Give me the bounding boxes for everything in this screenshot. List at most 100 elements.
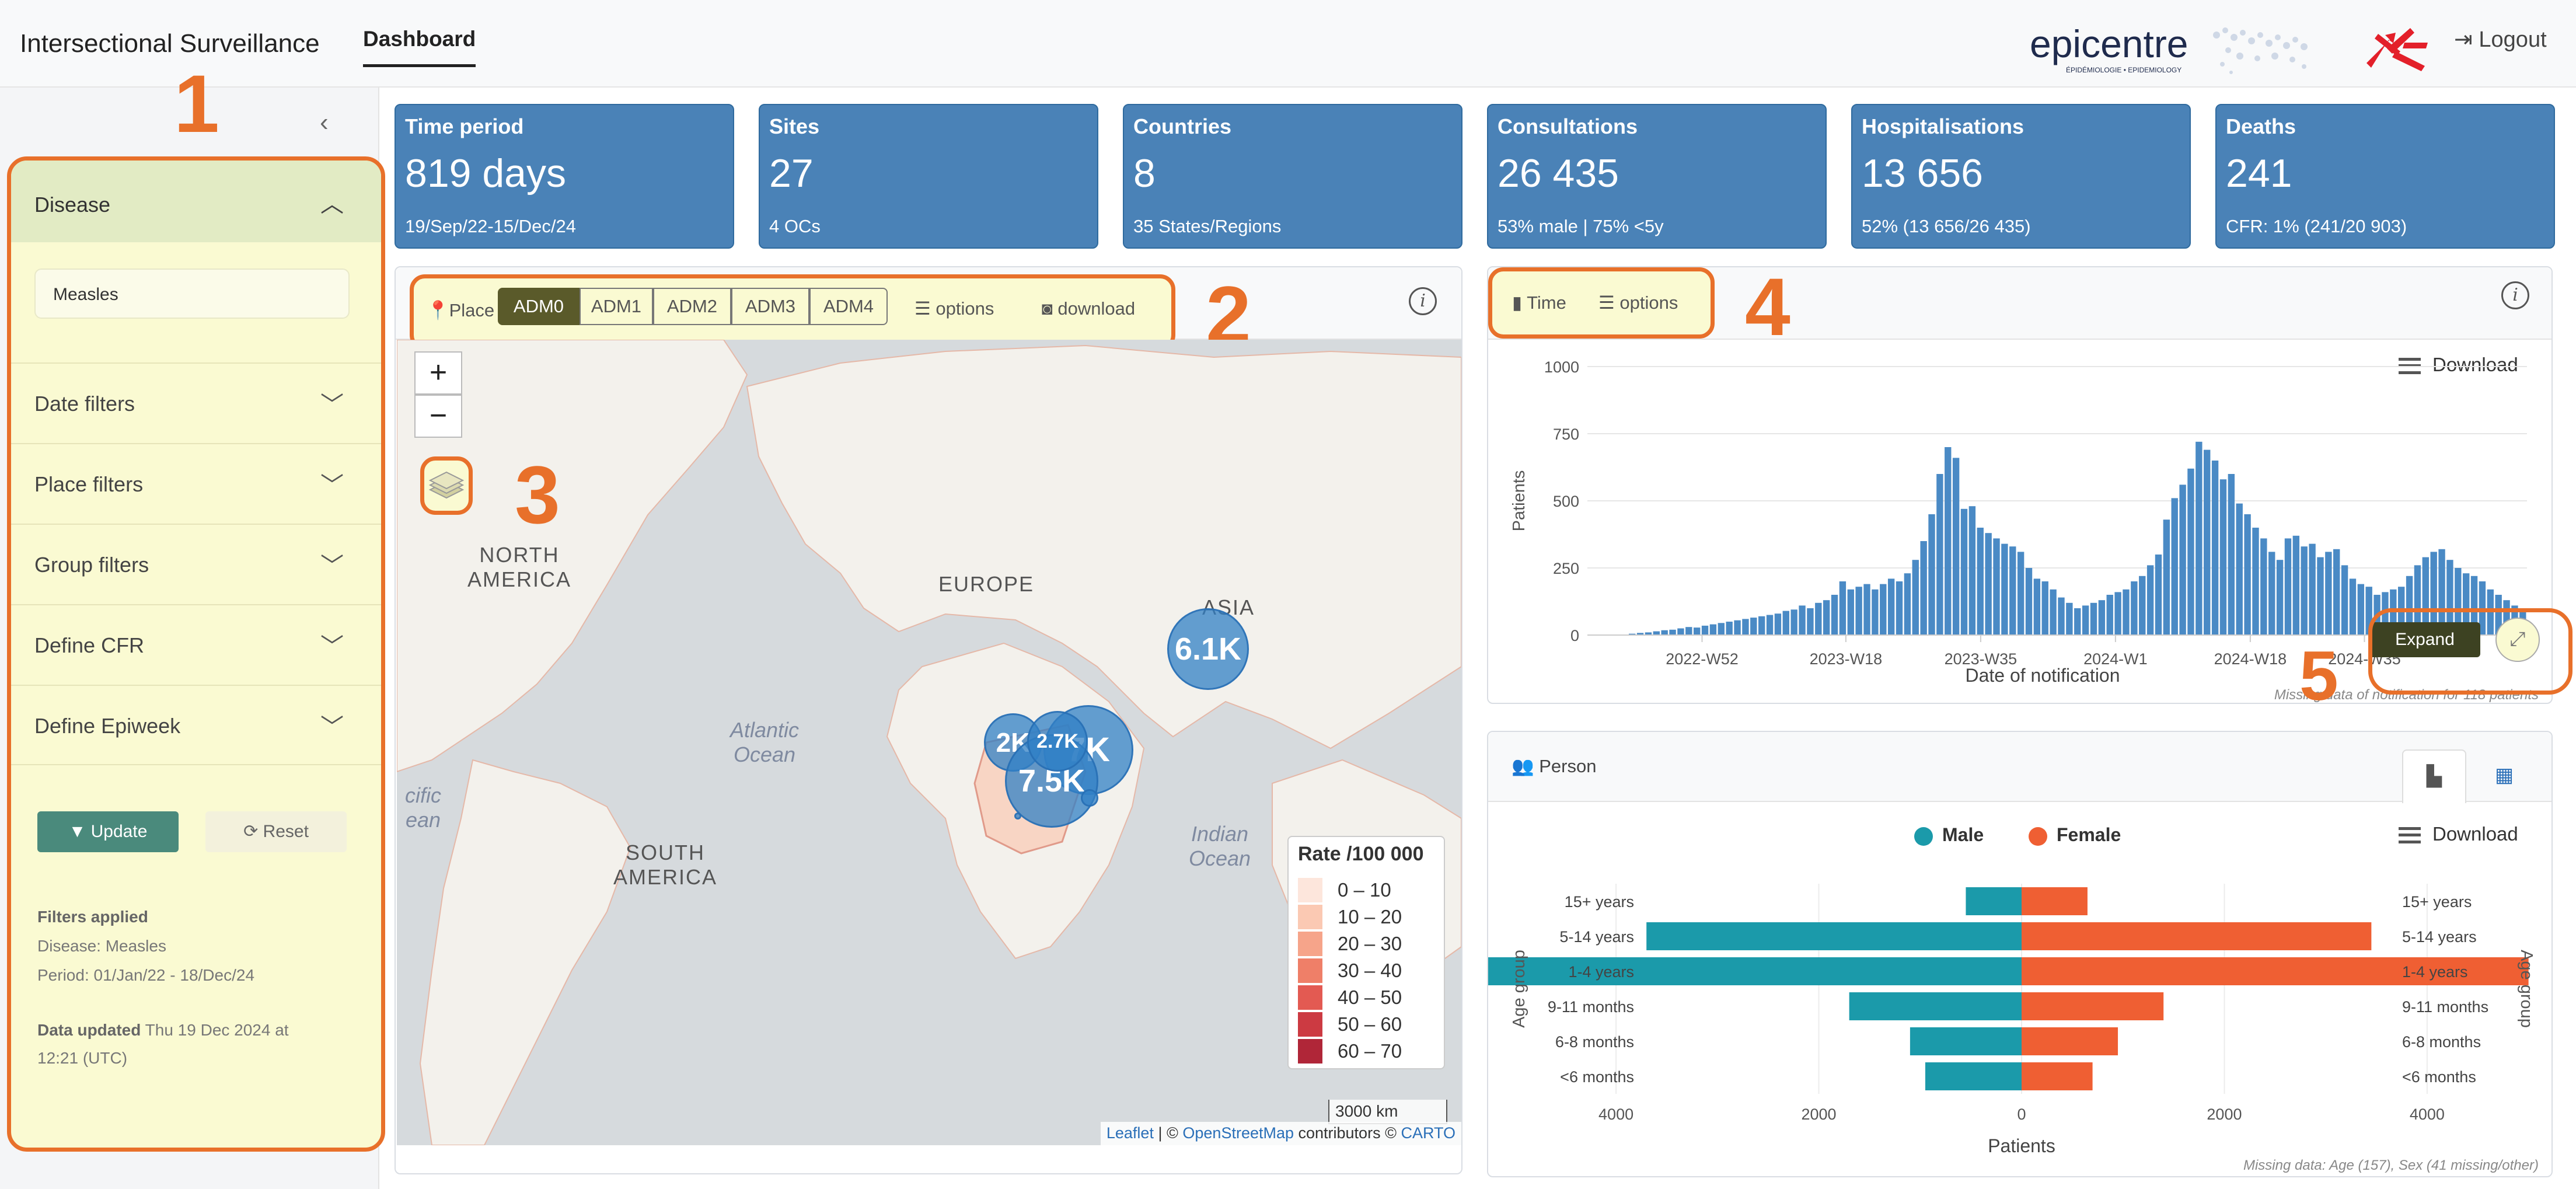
female-bar: [2022, 922, 2372, 950]
x-tick-label: 2023-W35: [1945, 650, 2017, 668]
time-bar: [2276, 560, 2284, 635]
map-bubble-small[interactable]: [1081, 789, 1098, 807]
stat-sub: 35 States/Regions: [1133, 216, 1282, 236]
time-bar: [1872, 589, 1879, 635]
time-bar: [2195, 441, 2202, 635]
person-download-button[interactable]: Download: [2399, 823, 2518, 845]
define-epiweek-accordion[interactable]: Define Epiweek ﹀: [11, 685, 381, 765]
attrib-contrib: contributors ©: [1294, 1124, 1401, 1142]
map-bubble-small[interactable]: [1014, 813, 1021, 820]
time-bar: [1831, 595, 1838, 635]
male-bar: [1488, 957, 2022, 985]
time-bar: [1936, 474, 1943, 635]
filter-icon: ▼: [68, 822, 86, 841]
time-bar: [1807, 608, 1814, 635]
time-bar: [2333, 549, 2340, 635]
level-adm0-button[interactable]: ADM0: [498, 288, 580, 325]
time-options-button[interactable]: ☰ options: [1598, 292, 1678, 313]
time-info-icon[interactable]: i: [2501, 281, 2529, 309]
time-bar: [1912, 560, 1919, 635]
male-bar: [1910, 1027, 2022, 1055]
disease-select[interactable]: Measles: [34, 269, 350, 319]
time-bar: [1790, 609, 1797, 635]
time-bar: [2406, 576, 2413, 635]
table-view-tab[interactable]: ▦: [2472, 749, 2536, 803]
epicentre-logo-text: epicentre: [2030, 22, 2188, 65]
legend-row: 40 – 50: [1298, 983, 1444, 1010]
legend-swatch: [1298, 1039, 1322, 1064]
ocean-label-atlantic: Atlantic Ocean: [729, 718, 800, 766]
stat-value: 8: [1133, 151, 1156, 196]
y-tick-label-right: 1-4 years: [2402, 963, 2468, 981]
level-adm1-button[interactable]: ADM1: [580, 288, 653, 325]
time-bar: [1985, 533, 1992, 635]
time-bar: [1904, 573, 1911, 635]
data-updated-time: 12:21 (UTC): [37, 1049, 128, 1067]
place-toolbar: 📍Place ADM0 ADM1 ADM2 ADM3 ADM4 ☰ option…: [410, 274, 1175, 350]
expand-button[interactable]: ⤢: [2495, 618, 2540, 662]
missing-data-note: Missing data: Age (157), Sex (41 missing…: [2243, 1157, 2539, 1173]
chart-view-tab[interactable]: ▙: [2402, 749, 2466, 803]
zoom-out-button[interactable]: −: [414, 395, 462, 438]
group-filters-accordion[interactable]: Group filters ﹀: [11, 524, 381, 604]
map-bubble[interactable]: 6.1K: [1167, 608, 1249, 690]
time-bar: [2301, 546, 2308, 635]
map-download-button[interactable]: ◙ download: [1042, 298, 1136, 319]
place-filters-accordion[interactable]: Place filters ﹀: [11, 443, 381, 524]
chevron-up-icon: ︿: [320, 191, 344, 217]
map-card: 📍Place ADM0 ADM1 ADM2 ADM3 ADM4 ☰ option…: [395, 266, 1462, 1174]
female-swatch: [2029, 827, 2047, 846]
define-cfr-accordion[interactable]: Define CFR ﹀: [11, 604, 381, 685]
ocean-label-indian: Indian Ocean: [1188, 822, 1251, 870]
time-tab[interactable]: ▮ Time: [1512, 292, 1566, 313]
x-tick-label: 2024-W1: [2083, 650, 2148, 668]
carto-link[interactable]: CARTO: [1401, 1124, 1455, 1142]
zoom-in-button[interactable]: +: [414, 351, 462, 395]
level-adm2-button[interactable]: ADM2: [653, 288, 731, 325]
time-bar: [2495, 595, 2502, 635]
stat-sub: 52% (13 656/26 435): [1862, 216, 2031, 236]
reset-button[interactable]: ⟳ Reset: [205, 811, 347, 852]
level-adm4-button[interactable]: ADM4: [809, 288, 888, 325]
annotation-5: 5: [2299, 637, 2338, 715]
time-bar: [1928, 514, 1935, 635]
osm-link[interactable]: OpenStreetMap: [1182, 1124, 1294, 1142]
logout-button[interactable]: ⇥ Logout: [2454, 26, 2547, 53]
data-updated-label: Data updated: [37, 1021, 141, 1039]
refresh-icon: ⟳: [243, 822, 259, 841]
y-tick-label-left: 1-4 years: [1568, 963, 1634, 981]
update-button[interactable]: ▼ Update: [37, 811, 179, 852]
disease-accordion[interactable]: Disease ︿: [11, 161, 381, 242]
layers-button[interactable]: [420, 456, 473, 515]
logout-label: Logout: [2479, 27, 2547, 52]
map-options-button[interactable]: ☰ options: [914, 298, 994, 319]
date-filters-accordion[interactable]: Date filters ﹀: [11, 362, 381, 443]
leaflet-link[interactable]: Leaflet: [1106, 1124, 1154, 1142]
legend-female[interactable]: Female: [2029, 824, 2121, 846]
stat-sub: 4 OCs: [769, 216, 821, 236]
legend-male[interactable]: Male: [1914, 824, 1984, 846]
y-tick-label: 250: [1553, 560, 1579, 577]
stat-value: 241: [2226, 151, 2292, 196]
time-download-button[interactable]: Download: [2399, 354, 2518, 376]
map-bubble[interactable]: 2.7K: [1027, 711, 1088, 772]
time-bar: [1653, 631, 1660, 635]
stat-deaths: Deaths 241 CFR: 1% (241/20 903): [2215, 104, 2555, 249]
stat-value: 27: [769, 151, 814, 196]
chevron-down-icon: ﹀: [320, 634, 344, 660]
y-tick-label-left: <6 months: [1560, 1068, 1634, 1086]
map-scale: 3000 km: [1328, 1100, 1447, 1124]
time-bar: [2155, 555, 2162, 635]
level-adm3-button[interactable]: ADM3: [731, 288, 809, 325]
stat-title: Sites: [769, 114, 820, 138]
epicentre-logo-subtext: ÉPIDÉMIOLOGIE • EPIDEMIOLOGY: [2066, 65, 2181, 74]
map-info-icon[interactable]: i: [1409, 287, 1437, 315]
collapse-sidebar-icon[interactable]: ‹: [320, 108, 329, 137]
legend-label: 10 – 20: [1338, 906, 1402, 928]
time-bar: [2114, 592, 2121, 635]
time-bar: [2009, 546, 2016, 635]
tab-dashboard[interactable]: Dashboard: [363, 27, 476, 67]
table-icon: ▦: [2494, 764, 2514, 786]
y-axis-title-left: Age group: [1510, 950, 1528, 1028]
map-view[interactable]: + − 3 NORTH AMERICA EUROPE ASIA SOUTH AM…: [397, 340, 1461, 1145]
